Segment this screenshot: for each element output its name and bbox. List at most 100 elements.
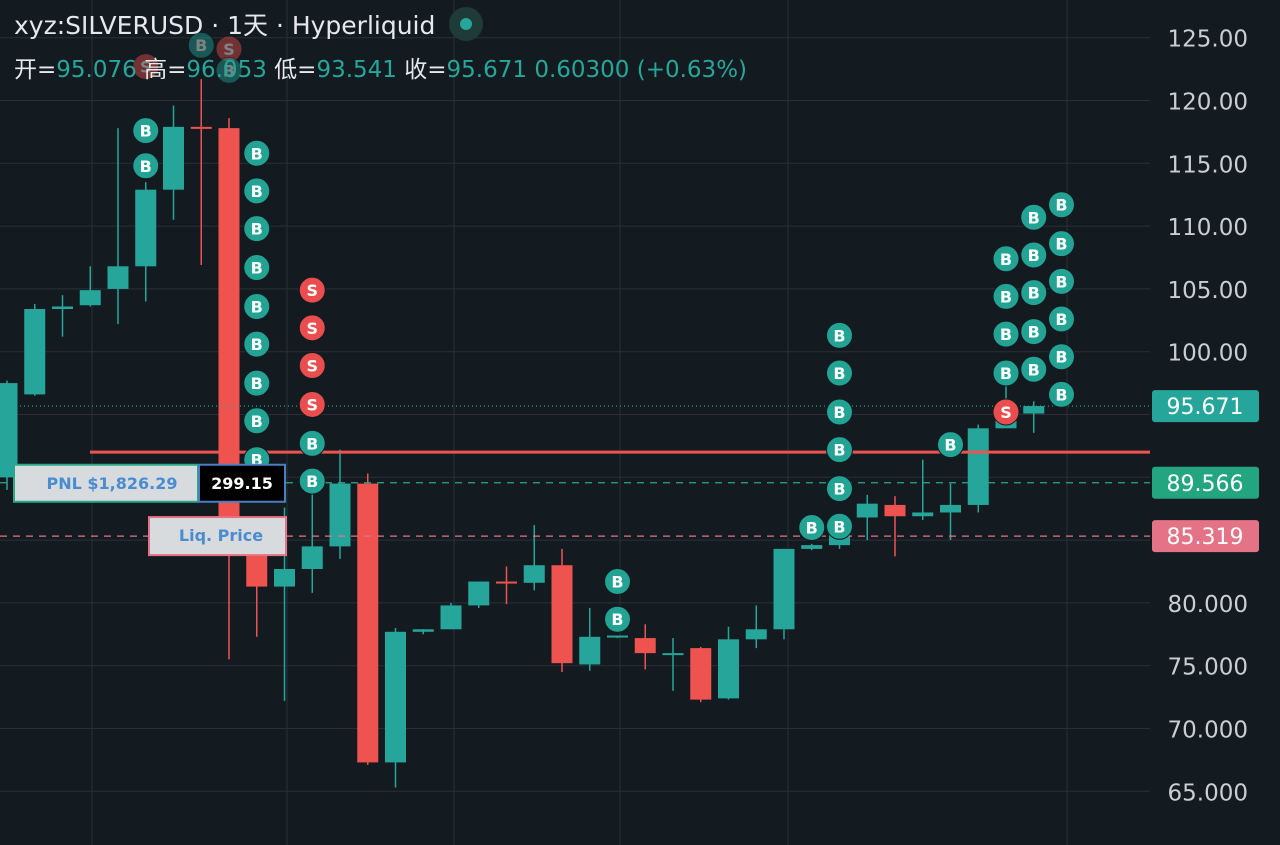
marker-letter: B (833, 480, 845, 499)
close-value: 95.671 (446, 57, 527, 83)
candle-body (24, 308, 46, 395)
marker-letter: B (251, 182, 263, 201)
candle-body (357, 483, 379, 763)
pnl-label: PNL $1,826.29 (47, 474, 178, 493)
candle (912, 459, 934, 521)
marker-circle (826, 512, 853, 540)
sell-marker: S (298, 314, 326, 342)
price-tag-box (1152, 466, 1259, 499)
marker-circle (132, 152, 160, 180)
marker-letter: B (1028, 246, 1040, 265)
marker-letter: B (306, 434, 318, 453)
symbol-title[interactable]: xyz:SILVERUSD · 1天 · Hyperliquid (14, 11, 436, 40)
candle (1023, 401, 1045, 433)
marker-circle (1020, 318, 1048, 346)
candle-body (579, 636, 601, 665)
marker-letter: B (195, 36, 207, 55)
buy-marker: B (1020, 241, 1048, 269)
marker-circle (243, 254, 271, 282)
candle (107, 128, 129, 325)
buy-marker: B (243, 215, 271, 243)
candle (468, 581, 490, 608)
entry-price-tag: 89.566 (1152, 466, 1259, 499)
marker-circle (298, 390, 326, 418)
candle (634, 624, 656, 670)
buy-marker: B (826, 436, 853, 464)
candle (662, 638, 684, 691)
candle (940, 483, 961, 541)
open-value: 95.076 (56, 57, 137, 83)
buy-marker: B (187, 31, 215, 59)
candle (329, 449, 351, 559)
position-box: PNL $1,826.29 299.15 Liq. Price (13, 463, 287, 557)
marker-circle (243, 369, 271, 397)
marker-letter: B (833, 517, 845, 536)
liq-label: Liq. Price (179, 526, 263, 545)
candle-body (912, 512, 934, 517)
marker-circle (298, 429, 326, 457)
buy-marker: B (132, 152, 160, 180)
buy-marker: B (1020, 318, 1048, 346)
open-label: 开= (14, 57, 57, 83)
marker-letter: B (140, 157, 152, 176)
marker-letter: S (306, 319, 318, 338)
marker-letter: S (1000, 403, 1012, 422)
marker-letter: B (806, 519, 818, 538)
marker-letter: B (833, 364, 845, 383)
liq-box (148, 516, 287, 557)
marker-circle (992, 282, 1020, 310)
buy-marker: B (826, 359, 853, 387)
high-value: 96.053 (186, 57, 267, 83)
marker-letter: B (1055, 348, 1067, 367)
candle-body (662, 653, 684, 656)
buy-marker: B (243, 139, 271, 167)
candle-body (468, 581, 490, 606)
marker-circle (298, 276, 326, 304)
candle (52, 295, 73, 337)
candle-body (79, 290, 101, 306)
marker-circle (604, 568, 631, 596)
price-tick-label: 110.00 (1168, 215, 1248, 241)
marker-letter: B (1000, 325, 1012, 344)
candle-body (1023, 406, 1045, 414)
buy-marker: B (1048, 343, 1075, 371)
marker-letter: B (1028, 208, 1040, 227)
price-tick-label: 115.00 (1168, 152, 1248, 178)
marker-letter: B (251, 297, 263, 316)
buy-marker: B (1048, 230, 1075, 258)
marker-letter: B (251, 412, 263, 431)
low-label: 低= (274, 57, 317, 83)
grid-lines (0, 0, 1150, 845)
buy-marker: B (1020, 279, 1048, 307)
sell-marker: S (298, 276, 326, 304)
price-tick-label: 125.00 (1168, 27, 1248, 53)
marker-circle (243, 330, 271, 358)
candle-body (745, 629, 767, 640)
candle-body (551, 565, 573, 664)
marker-circle (826, 436, 853, 464)
candle-body (301, 546, 323, 569)
candle-body (412, 629, 434, 632)
candle-body (163, 126, 184, 190)
candle (579, 607, 601, 671)
price-tag-text: 89.566 (1167, 472, 1244, 497)
marker-letter: B (251, 335, 263, 354)
candle (163, 105, 184, 220)
marker-letter: B (1000, 364, 1012, 383)
candle-body (0, 383, 18, 478)
buy-marker: B (604, 568, 631, 596)
candle-body (801, 545, 823, 549)
marker-circle (826, 475, 853, 503)
buy-marker: B (826, 321, 853, 349)
buy-marker: B (243, 407, 271, 435)
market-status-icon (449, 7, 484, 41)
candle (301, 484, 323, 593)
ohlc-readout: 开=95.076 高=96.053 低=93.541 收=95.671 0.60… (14, 50, 747, 84)
buy-marker: B (1048, 305, 1075, 333)
marker-circle (298, 352, 326, 380)
price-tick-label: 65.000 (1168, 780, 1248, 806)
candle-body (940, 504, 961, 513)
